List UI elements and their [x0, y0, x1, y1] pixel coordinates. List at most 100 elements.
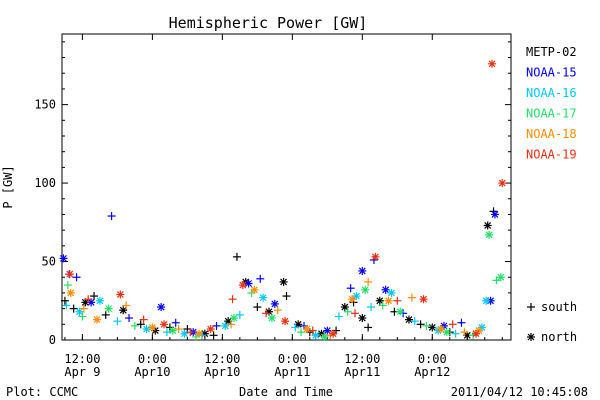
- legend-item-noaa-17: NOAA-17: [526, 107, 577, 121]
- data-point-noaa-18: [227, 320, 236, 329]
- data-point-noaa-16: [180, 329, 189, 338]
- star-marker-d2: [280, 278, 288, 286]
- star-marker-d2: [382, 286, 390, 294]
- y-tick-label: 0: [49, 333, 56, 347]
- data-point-noaa-16: [451, 329, 460, 338]
- data-point-noaa-17: [343, 307, 352, 316]
- star-marker-d2: [148, 324, 156, 331]
- x-tick-label-date: Apr11: [274, 365, 310, 379]
- data-point-metp-02: [279, 277, 288, 286]
- data-point-noaa-18: [250, 285, 259, 294]
- data-point-metp-02: [428, 323, 437, 332]
- data-point-noaa-18: [460, 328, 469, 337]
- x-tick-label-time: 0:00: [278, 352, 307, 366]
- data-point-metp-02: [119, 306, 128, 315]
- star-marker-d2: [372, 253, 379, 261]
- marker-legend-label: north: [541, 330, 577, 344]
- x-tick-label-time: 0:00: [418, 352, 447, 366]
- star-marker-d2: [358, 314, 366, 322]
- legend-item-metp-02: METP-02: [526, 45, 577, 59]
- star-marker-d2: [428, 324, 436, 331]
- data-point-noaa-16: [142, 325, 151, 334]
- data-point-noaa-18: [195, 329, 204, 338]
- data-point-noaa-17: [485, 230, 494, 239]
- data-point-noaa-17: [78, 312, 87, 321]
- data-point-noaa-19: [281, 317, 290, 326]
- star-marker-d2: [353, 292, 360, 300]
- star-marker-d2: [157, 303, 165, 311]
- star-marker-d2: [329, 330, 337, 338]
- data-point-metp-02: [282, 292, 291, 301]
- data-point-noaa-16: [334, 312, 343, 321]
- star-marker-d2: [207, 325, 215, 333]
- data-point-noaa-15: [346, 284, 355, 293]
- star-marker-d2: [66, 270, 74, 278]
- star-marker-d2: [312, 331, 320, 339]
- star-marker-d2: [230, 314, 238, 322]
- data-point-noaa-19: [262, 309, 271, 318]
- data-point-noaa-19: [371, 252, 380, 261]
- data-point-noaa-18: [348, 295, 357, 304]
- data-point-noaa-15: [381, 285, 390, 294]
- star-marker-d2: [151, 327, 159, 335]
- data-point-metp-02: [101, 310, 110, 319]
- data-point-noaa-16: [352, 292, 361, 301]
- star-marker-d2: [251, 286, 258, 294]
- data-point-noaa-19: [160, 320, 169, 329]
- star-marker-d2: [341, 303, 349, 311]
- data-point-noaa-18: [148, 323, 157, 332]
- data-point-noaa-18: [66, 288, 75, 297]
- data-point-noaa-15: [59, 254, 68, 263]
- y-axis-label: P [GW]: [1, 165, 15, 208]
- x-tick-label-time: 0:00: [138, 352, 167, 366]
- star-marker-d2: [388, 289, 395, 297]
- star-marker-d2: [60, 254, 67, 262]
- data-point-metp-02: [340, 303, 349, 312]
- star-marker-d2: [376, 297, 384, 305]
- data-point-noaa-15: [171, 318, 180, 327]
- data-point-noaa-15: [157, 303, 166, 312]
- data-point-noaa-19: [498, 179, 507, 188]
- data-point-metp-02: [404, 315, 413, 324]
- data-point-noaa-17: [496, 273, 505, 282]
- data-point-noaa-15: [457, 318, 466, 327]
- marker-legend-item: south: [527, 300, 577, 314]
- legend-item-noaa-19: NOAA-19: [526, 148, 577, 162]
- series-legend: METP-02 NOAA-15 NOAA-16 NOAA-17 NOAA-18 NOAA-…: [526, 45, 577, 162]
- x-tick-label-date: Apr12: [414, 365, 450, 379]
- footer-timestamp: 2011/04/12 10:45:08: [451, 385, 588, 399]
- data-point-noaa-19: [186, 328, 195, 337]
- star-marker-d2: [485, 231, 493, 239]
- data-points: [59, 59, 507, 341]
- star-marker-d2: [385, 297, 392, 305]
- data-point-noaa-16: [259, 293, 268, 302]
- chart-title: Hemispheric Power [GW]: [169, 14, 368, 32]
- star-marker-d2: [482, 297, 490, 305]
- star-marker-d2: [472, 330, 480, 338]
- star-marker-d2: [443, 328, 451, 336]
- data-point-noaa-19: [65, 270, 74, 279]
- data-point-noaa-19: [139, 315, 148, 324]
- data-point-metp-02: [90, 292, 99, 301]
- star-marker-d2: [361, 286, 369, 294]
- data-point-noaa-19: [238, 281, 247, 290]
- data-point-noaa-19: [448, 320, 457, 329]
- data-point-noaa-16: [162, 328, 171, 337]
- data-point-noaa-17: [168, 326, 177, 335]
- marker-legend-label: south: [541, 300, 577, 314]
- data-point-noaa-16: [367, 303, 376, 312]
- data-point-noaa-17: [320, 332, 329, 341]
- legend-item-noaa-16: NOAA-16: [526, 86, 577, 100]
- data-point-noaa-15: [323, 326, 332, 335]
- star-marker-d2: [195, 330, 203, 338]
- data-point-noaa-16: [482, 296, 491, 305]
- y-tick-label: 50: [42, 255, 56, 269]
- data-point-noaa-19: [472, 329, 481, 338]
- data-point-noaa-17: [63, 281, 72, 290]
- data-point-noaa-16: [95, 296, 104, 305]
- star-marker-d2: [463, 331, 471, 339]
- x-tick-label-time: 12:00: [204, 352, 240, 366]
- star-marker-d2: [281, 317, 289, 325]
- star-marker-d2: [67, 289, 75, 297]
